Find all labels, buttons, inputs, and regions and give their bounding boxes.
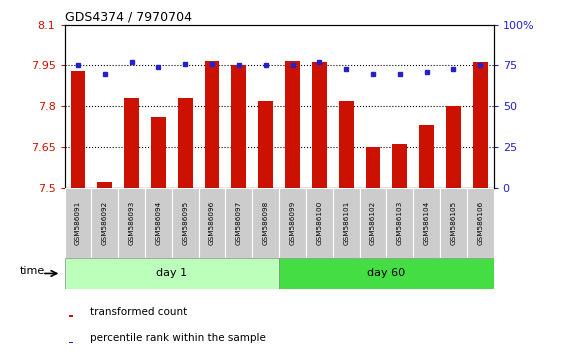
Bar bbox=[285, 61, 300, 188]
Bar bbox=[467, 188, 494, 258]
Bar bbox=[279, 258, 494, 289]
Text: GSM586104: GSM586104 bbox=[424, 201, 430, 245]
Bar bbox=[252, 188, 279, 258]
Text: GSM586105: GSM586105 bbox=[450, 201, 457, 245]
Bar bbox=[232, 65, 246, 188]
Bar bbox=[279, 188, 306, 258]
Bar bbox=[339, 101, 353, 188]
Bar bbox=[258, 101, 273, 188]
Bar bbox=[199, 188, 226, 258]
Bar bbox=[65, 258, 279, 289]
Bar bbox=[312, 62, 327, 188]
Bar bbox=[440, 188, 467, 258]
Text: GSM586097: GSM586097 bbox=[236, 201, 242, 245]
Bar bbox=[333, 188, 360, 258]
Bar bbox=[387, 188, 413, 258]
Text: day 60: day 60 bbox=[367, 268, 406, 279]
Text: percentile rank within the sample: percentile rank within the sample bbox=[90, 333, 266, 343]
Bar bbox=[205, 62, 219, 188]
Bar bbox=[360, 188, 387, 258]
Text: time: time bbox=[19, 266, 45, 276]
Text: GSM586093: GSM586093 bbox=[128, 201, 135, 245]
Bar bbox=[446, 106, 461, 188]
Bar bbox=[91, 188, 118, 258]
Bar bbox=[151, 117, 165, 188]
Bar bbox=[65, 188, 91, 258]
Text: GSM586096: GSM586096 bbox=[209, 201, 215, 245]
Bar bbox=[145, 188, 172, 258]
Text: GSM586102: GSM586102 bbox=[370, 201, 376, 245]
Text: GSM586106: GSM586106 bbox=[477, 201, 483, 245]
Text: GDS4374 / 7970704: GDS4374 / 7970704 bbox=[65, 11, 191, 24]
Text: GSM586101: GSM586101 bbox=[343, 201, 349, 245]
Text: GSM586095: GSM586095 bbox=[182, 201, 188, 245]
Text: GSM586099: GSM586099 bbox=[289, 201, 296, 245]
Bar bbox=[118, 188, 145, 258]
Bar bbox=[419, 125, 434, 188]
Text: transformed count: transformed count bbox=[90, 307, 187, 317]
Text: GSM586091: GSM586091 bbox=[75, 201, 81, 245]
Text: GSM586092: GSM586092 bbox=[102, 201, 108, 245]
Bar bbox=[473, 62, 488, 188]
Bar bbox=[413, 188, 440, 258]
Bar bbox=[178, 98, 192, 188]
Bar bbox=[124, 98, 139, 188]
Text: GSM586100: GSM586100 bbox=[316, 201, 323, 245]
Text: GSM586103: GSM586103 bbox=[397, 201, 403, 245]
Bar bbox=[98, 182, 112, 188]
Bar bbox=[306, 188, 333, 258]
Bar bbox=[69, 315, 72, 317]
Text: day 1: day 1 bbox=[157, 268, 187, 279]
Bar bbox=[393, 144, 407, 188]
Bar bbox=[71, 71, 85, 188]
Bar bbox=[366, 147, 380, 188]
Bar bbox=[172, 188, 199, 258]
Text: GSM586098: GSM586098 bbox=[263, 201, 269, 245]
Bar bbox=[69, 342, 72, 343]
Text: GSM586094: GSM586094 bbox=[155, 201, 162, 245]
Bar bbox=[226, 188, 252, 258]
